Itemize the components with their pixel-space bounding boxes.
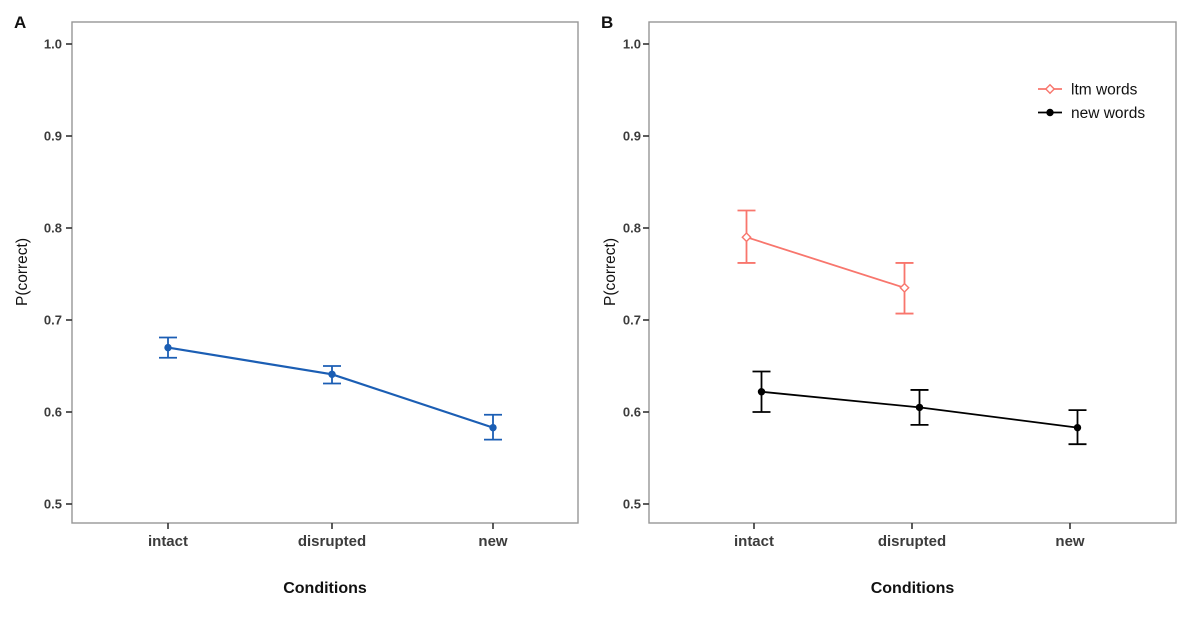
y-tick-label: 1.0 — [44, 37, 62, 52]
y-tick-label: 0.5 — [623, 497, 641, 512]
x-tick-label: intact — [148, 533, 188, 550]
y-tick-label: 0.7 — [623, 313, 641, 328]
panel-b-chart: 1.0 0.9 0.8 0.7 0.6 0.5 intact disrupted new Cond… — [602, 21, 1177, 597]
data-point-marker — [1073, 423, 1082, 432]
x-axis-title: Conditions — [283, 580, 367, 597]
y-tick-label: 1.0 — [623, 37, 641, 52]
y-tick-label: 0.9 — [623, 129, 641, 144]
data-point-marker — [741, 232, 752, 243]
legend-key-marker — [1046, 108, 1054, 117]
y-tick-label: 0.8 — [44, 221, 62, 236]
data-point-marker — [328, 370, 336, 378]
y-axis-title: P(correct) — [602, 238, 619, 306]
legend-key-marker — [1044, 83, 1056, 95]
x-tick-label: new — [1055, 533, 1085, 550]
data-point-marker — [899, 282, 910, 293]
y-tick-label: 0.8 — [623, 221, 641, 236]
y-tick-label: 0.7 — [44, 313, 62, 328]
x-axis-title: Conditions — [871, 580, 955, 597]
y-tick-label: 0.6 — [623, 405, 641, 420]
y-tick-label: 0.5 — [44, 497, 62, 512]
legend-entry-label: ltm words — [1071, 82, 1138, 99]
x-tick-label: intact — [734, 533, 774, 550]
x-tick-label: new — [478, 533, 508, 550]
data-point-marker — [915, 403, 924, 412]
y-tick-label: 0.9 — [44, 129, 62, 144]
y-axis-title: P(correct) — [14, 238, 31, 306]
panel-a-chart: 1.0 0.9 0.8 0.7 0.6 0.5 intact disrupted new Cond… — [14, 21, 579, 597]
series-line — [167, 346, 494, 429]
legend-entry: new words — [1038, 105, 1145, 122]
panel-b-label: B — [601, 13, 614, 32]
legend-entry-label: new words — [1071, 105, 1145, 122]
data-point-marker — [757, 388, 766, 396]
data-point-marker — [164, 343, 172, 352]
panel-a-label: A — [14, 13, 27, 32]
data-point-marker — [489, 423, 497, 432]
x-tick-label: disrupted — [298, 533, 366, 550]
x-tick-label: disrupted — [878, 533, 946, 550]
legend-entry: ltm words — [1038, 82, 1138, 99]
y-tick-label: 0.6 — [44, 405, 62, 420]
panel-border — [71, 21, 579, 524]
series-line — [746, 236, 905, 289]
